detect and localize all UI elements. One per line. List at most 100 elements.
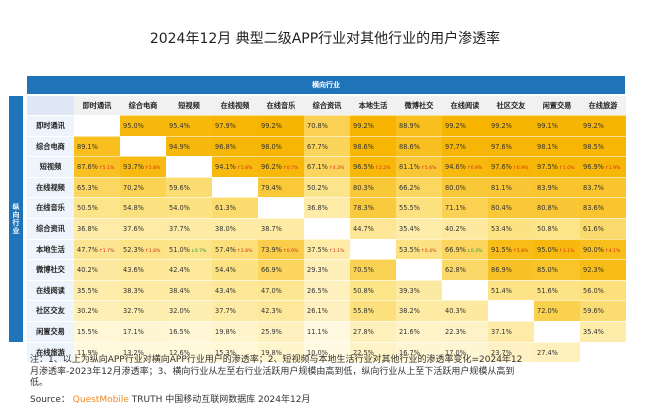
heatmap-cell: 61.6% <box>580 218 626 239</box>
cell-value: 99.1% <box>537 122 558 130</box>
heatmap-cell: 66.2% <box>396 176 442 198</box>
cell-value: 59.6% <box>583 307 604 316</box>
heatmap-cell: 59.6% <box>166 176 212 198</box>
cell-value: 66.2% <box>399 183 420 192</box>
heatmap-cell: 42.4% <box>166 259 212 280</box>
heatmap-cell: 88.9% <box>396 115 442 136</box>
cell-value: 43.6% <box>123 266 144 275</box>
cell-value: 16.5% <box>169 328 190 336</box>
cell-value: 88.6% <box>399 142 420 151</box>
cell-value: 96.8% <box>215 142 236 151</box>
heatmap-cell: 95.0%↑3.1% <box>534 238 580 260</box>
cell-value: 50.8% <box>353 286 374 295</box>
heatmap-cell: 53.5%↑0.4% <box>396 238 442 260</box>
cell-change: ↑4.3% <box>328 166 345 172</box>
cell-value: 96.2% <box>261 163 282 172</box>
heatmap-cell: 78.3% <box>350 197 396 218</box>
row-header: 微博社交 <box>27 259 74 280</box>
source-label: Source： <box>30 395 70 405</box>
cell-change: ↑0.7% <box>282 166 299 172</box>
heatmap-cell: 22.5% <box>350 341 396 363</box>
heatmap-cell: 40.3% <box>442 300 488 321</box>
heatmap-cell: 17.1% <box>120 321 166 342</box>
column-header: 综合资讯 <box>304 96 350 116</box>
cell-value: 38.7% <box>261 225 282 233</box>
cell-value: 50.2% <box>307 183 328 192</box>
cell-change: ↓0.3% <box>466 248 483 254</box>
heatmap-cell: 87.6%↑5.1% <box>74 156 120 177</box>
heatmap-cell: 99.2% <box>580 115 626 136</box>
heatmap-cell: 94.1%↑5.8% <box>212 156 258 177</box>
cell-value: 47.7% <box>77 245 98 254</box>
cell-value: 10.0% <box>307 348 328 357</box>
heatmap-cell: 11.1% <box>304 321 350 342</box>
heatmap-cell: 99.2% <box>442 115 488 136</box>
cell-value: 36.8% <box>307 204 328 213</box>
heatmap-cell: 36.8% <box>304 197 350 218</box>
cell-value: 38.2% <box>399 307 420 316</box>
heatmap-cell: 55.5% <box>396 197 442 218</box>
cell-value: 11.9% <box>77 348 98 357</box>
cell-value: 95.0% <box>537 245 558 254</box>
cell-value: 35.4% <box>399 225 420 233</box>
heatmap-cell: 38.7% <box>258 218 304 239</box>
cell-value: 98.0% <box>261 142 282 151</box>
cell-value: 80.8% <box>537 204 558 213</box>
heatmap-cell: 25.9% <box>258 321 304 342</box>
heatmap-cell: 27.4% <box>534 341 580 363</box>
cell-value: 37.7% <box>169 225 190 233</box>
cell-value: 32.7% <box>123 307 144 316</box>
cell-value: 67.1% <box>307 163 328 172</box>
cell-value: 11.1% <box>307 328 328 336</box>
footnote-line: 月渗透率-2023年12月渗透率；3、横向行业从左至右行业活跃用户规模由高到低，… <box>30 366 515 377</box>
column-header: 闲置交易 <box>534 96 580 116</box>
heatmap-cell: 66.9%↓0.3% <box>442 238 488 260</box>
source-line: Source： QuestMobile TRUTH 中国移动互联网数据库 202… <box>30 392 310 405</box>
heatmap-cell: 83.9% <box>534 176 580 198</box>
cell-value: 72.0% <box>537 307 558 316</box>
cell-value: 26.5% <box>307 286 328 295</box>
cell-value: 40.2% <box>77 266 98 275</box>
heatmap-cell <box>166 156 212 177</box>
cell-value: 80.3% <box>353 183 374 192</box>
heatmap-cell: 52.3%↑1.8% <box>120 238 166 260</box>
cell-change: ↑4.1% <box>604 248 621 254</box>
heatmap-cell: 70.8% <box>304 115 350 136</box>
cell-value: 15.5% <box>77 328 98 336</box>
cell-change: ↑5.8% <box>144 166 161 172</box>
heatmap-cell: 30.2% <box>74 300 120 321</box>
heatmap-cell: 54.4% <box>212 259 258 280</box>
heatmap-cell <box>350 238 396 260</box>
cell-value: 44.7% <box>353 225 374 233</box>
heatmap-cell: 19.8% <box>212 321 258 342</box>
cell-change: ↑1.7% <box>98 248 115 254</box>
chart-title: 2024年12月 典型二级APP行业对其他行业的用户渗透率 <box>149 31 501 47</box>
cell-value: 97.6% <box>491 142 512 151</box>
heatmap-cell: 12.6% <box>166 341 212 363</box>
heatmap-cell: 99.1% <box>534 115 580 136</box>
cell-change: ↑2.2% <box>374 166 391 172</box>
cell-value: 61.6% <box>583 225 604 233</box>
cell-change: ↑5.6% <box>420 166 437 172</box>
heatmap-cell: 97.7% <box>442 135 488 157</box>
heatmap-cell: 27.8% <box>350 321 396 342</box>
cell-value: 27.8% <box>353 328 374 336</box>
heatmap-cell: 93.7%↑5.8% <box>120 156 166 177</box>
heatmap-cell <box>120 135 166 157</box>
heatmap-cell: 86.9% <box>488 259 534 280</box>
row-header: 即时通讯 <box>27 115 74 136</box>
cell-value: 22.5% <box>353 348 374 357</box>
cell-value: 39.3% <box>399 286 420 295</box>
cell-value: 78.3% <box>353 204 374 213</box>
cell-value: 94.6% <box>445 163 466 172</box>
heatmap-cell: 99.2% <box>350 115 396 136</box>
cell-value: 71.1% <box>445 204 466 213</box>
heatmap-cell: 32.7% <box>120 300 166 321</box>
corner-cell <box>27 96 74 115</box>
cell-value: 97.9% <box>215 122 236 130</box>
heatmap-cell: 95.0% <box>120 115 166 136</box>
heatmap-cell: 51.4% <box>488 279 534 301</box>
heatmap-cell <box>534 321 580 342</box>
heatmap-cell: 40.2% <box>74 259 120 280</box>
cell-value: 37.1% <box>491 328 512 336</box>
